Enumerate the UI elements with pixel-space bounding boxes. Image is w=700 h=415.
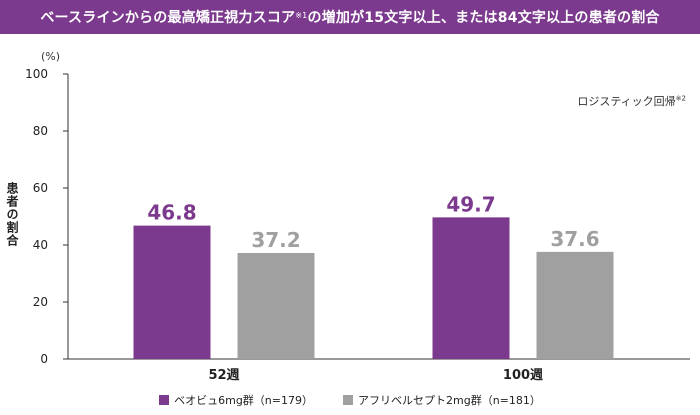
- bar-chart: (%) 0 20 40 60 80 100 46.8 37.2 52週 49.7 37.6 100週: [25, 50, 690, 383]
- legend-swatch-secondary: [343, 395, 353, 405]
- legend: ベオビュ6mg群（n=179） アフリベルセプト2mg群（n=181）: [0, 392, 700, 408]
- y-tick-label: 80: [33, 124, 48, 138]
- legend-label-primary: ベオビュ6mg群（n=179）: [174, 394, 313, 407]
- legend-item-secondary: アフリベルセプト2mg群（n=181）: [343, 392, 541, 408]
- x-tick-label: 52週: [208, 368, 239, 383]
- data-label: 37.2: [251, 228, 300, 252]
- legend-swatch-primary: [159, 395, 170, 405]
- bar-secondary-0: [237, 252, 315, 359]
- y-axis-unit: (%): [41, 50, 60, 63]
- chart-title-bar: ベースラインからの最高矯正視力スコア ※1 の増加が15文字以上、または84文字以上…: [0, 0, 700, 34]
- method-note: ロジスティック回帰※2: [577, 93, 686, 109]
- bar-primary-1: [432, 217, 510, 359]
- chart-title: ベースラインからの最高矯正視力スコア: [40, 10, 296, 26]
- y-tick-label: 20: [33, 295, 48, 309]
- y-tick-label: 40: [33, 238, 48, 252]
- y-axis-title: 患者の割合: [5, 182, 19, 247]
- x-tick-label: 100週: [503, 368, 543, 383]
- chart-title-rest: の増加が15文字以上、または84文字以上の患者の割合: [307, 10, 660, 26]
- method-note-footnote-mark: ※2: [675, 94, 686, 103]
- chart-title-footnote-mark: ※1: [295, 10, 308, 20]
- bar-primary-0: [133, 225, 211, 359]
- legend-item-primary: ベオビュ6mg群（n=179）: [159, 392, 313, 408]
- method-note-text: ロジスティック回帰: [577, 95, 676, 108]
- legend-label-secondary: アフリベルセプト2mg群（n=181）: [358, 394, 541, 407]
- bar-secondary-1: [536, 251, 614, 359]
- y-tick-label: 100: [25, 67, 48, 81]
- data-label: 46.8: [147, 201, 196, 225]
- data-label: 49.7: [446, 192, 495, 216]
- y-tick-label: 60: [33, 181, 48, 195]
- y-tick-label: 0: [40, 352, 48, 366]
- data-label: 37.6: [550, 227, 599, 251]
